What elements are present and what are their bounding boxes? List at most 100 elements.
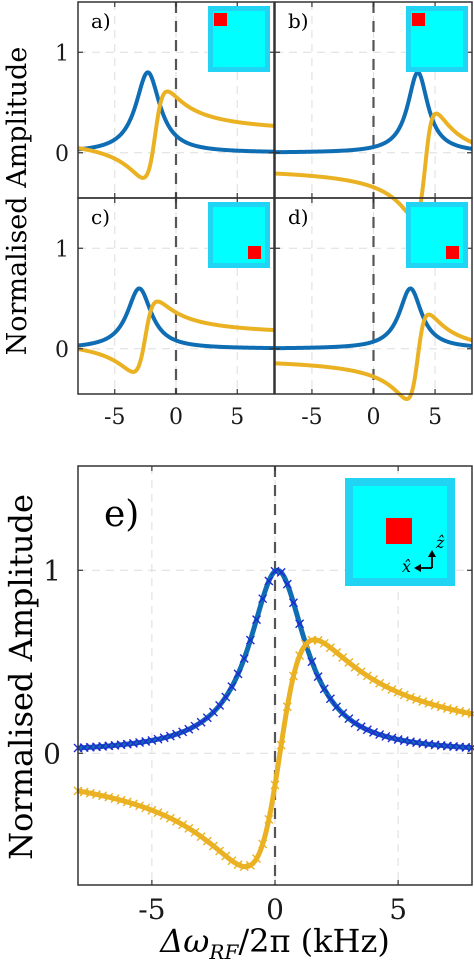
absorptive-curve: [273, 70, 474, 155]
data-point-marker: [362, 671, 372, 681]
data-point-marker: [221, 851, 231, 861]
z-axis-symbol: ẑ: [435, 533, 445, 552]
data-point-marker: [319, 638, 329, 648]
data-point-marker: [178, 820, 188, 830]
inset-red-square: [214, 13, 227, 26]
y-tick-label: 1: [55, 237, 69, 262]
data-point-marker: [405, 692, 415, 702]
data-point-marker: [307, 657, 317, 667]
y-tick-label: 1: [43, 554, 61, 587]
y-tick-label: 0: [55, 142, 69, 167]
top-y-axis-label: Normalised Amplitude: [2, 47, 33, 356]
data-point-marker: [258, 839, 268, 849]
data-point-marker: [196, 832, 206, 842]
inset-red-square: [412, 13, 425, 26]
data-point-marker: [393, 687, 403, 697]
panel-label: a): [91, 9, 111, 33]
data-point-marker: [264, 576, 274, 586]
bottom-y-axis-label: Normalised Amplitude: [2, 494, 40, 860]
data-point-marker: [356, 722, 366, 732]
data-point-marker: [282, 579, 292, 589]
panel-label: b): [288, 9, 309, 33]
data-point-marker: [184, 823, 194, 833]
x-tick-label: 5: [230, 405, 244, 430]
x-tick-label: 5: [428, 405, 442, 430]
data-point-marker: [165, 731, 175, 741]
bottom-x-axis-label: ΔωRF/2π (kHz): [158, 922, 390, 964]
data-point-marker: [295, 619, 305, 629]
data-point-marker: [276, 740, 286, 750]
panel-c: -5 0 5 0 1 c): [55, 197, 276, 430]
data-point-marker: [375, 678, 385, 688]
data-point-marker: [184, 724, 194, 734]
panel-label: e): [104, 494, 139, 535]
data-point-marker: [159, 810, 169, 820]
inset-red-square: [446, 246, 459, 259]
data-point-marker: [282, 702, 292, 712]
data-point-marker: [178, 727, 188, 737]
data-point-marker: [319, 684, 329, 694]
data-point-marker: [202, 836, 212, 846]
data-point-marker: [227, 856, 237, 866]
data-point-marker: [356, 667, 366, 677]
data-point-marker: [350, 718, 360, 728]
data-point-marker: [128, 799, 138, 809]
x-axis-arrowhead: [414, 564, 421, 572]
dispersive-curve: [76, 89, 276, 180]
data-point-marker: [332, 648, 342, 657]
data-point-marker: [264, 814, 274, 824]
y-tick-label: 0: [43, 737, 61, 770]
data-point-marker: [387, 684, 397, 694]
x-tick-label: 5: [389, 893, 407, 926]
dispersive-curve: [273, 111, 474, 221]
data-point-marker: [153, 808, 163, 818]
data-point-marker: [227, 682, 237, 692]
x-tick-label: -5: [104, 405, 125, 430]
data-point-marker: [135, 801, 145, 811]
data-point-marker: [344, 714, 354, 724]
data-point-marker: [288, 671, 298, 681]
panel-d: -5 0 5 d): [273, 197, 474, 430]
y-tick-label: 0: [55, 338, 69, 363]
x-label-main: Δω: [158, 922, 209, 960]
absorptive-curve: [76, 70, 276, 154]
data-point-marker: [325, 643, 335, 653]
panel-b: b): [273, 1, 474, 221]
data-point-marker: [245, 635, 255, 645]
data-point-marker: [369, 675, 378, 685]
data-point-marker: [418, 697, 428, 707]
data-point-marker: [122, 797, 132, 807]
data-point-marker: [412, 694, 422, 704]
absorptive-curve: [76, 286, 276, 351]
data-point-marker: [215, 700, 225, 710]
data-point-marker: [239, 653, 249, 663]
data-point-marker: [141, 803, 151, 813]
data-point-marker: [313, 672, 323, 682]
data-point-marker: [233, 669, 243, 679]
data-point-marker: [288, 598, 298, 608]
y-tick-label: 1: [55, 41, 69, 66]
data-point-marker: [258, 594, 268, 604]
data-point-marker: [270, 780, 280, 790]
inset-red-square: [386, 518, 412, 544]
data-point-marker: [221, 692, 231, 702]
dispersive-curve: [76, 299, 276, 374]
x-tick-label: -5: [301, 405, 322, 430]
absorptive-curve: [273, 286, 474, 351]
x-axis-symbol: x̂: [402, 557, 411, 576]
data-point-marker: [196, 717, 206, 727]
data-point-marker: [313, 635, 323, 645]
data-point-marker: [369, 727, 378, 737]
data-point-marker: [362, 725, 372, 735]
panel-e: -5 0 5 0 1 e) ẑ x̂: [43, 465, 474, 926]
data-point-marker: [190, 721, 200, 731]
data-point-marker: [215, 846, 225, 856]
data-point-marker: [276, 567, 286, 577]
data-point-marker: [233, 860, 243, 870]
z-axis-arrowhead: [428, 550, 436, 557]
data-point-marker: [344, 658, 354, 668]
inset-red-square: [248, 246, 261, 259]
x-tick-label: -5: [138, 893, 165, 926]
data-point-marker: [208, 841, 218, 851]
